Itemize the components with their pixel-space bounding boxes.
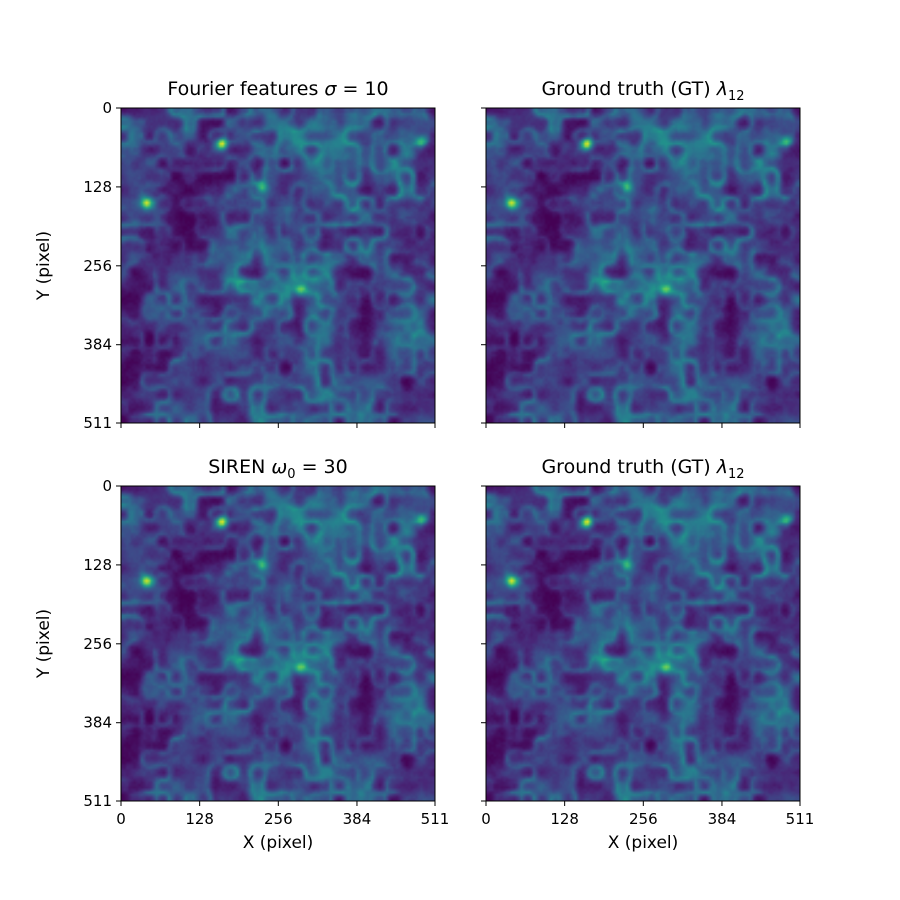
x-tick-label: 384: [343, 810, 372, 828]
panel-1: Fourier features σ = 10 0 128 256 384 511 Y (p…: [34, 78, 436, 432]
title-main: Fourier features: [167, 78, 324, 100]
heatmap-image: [486, 108, 800, 423]
title-main: SIREN: [208, 456, 271, 478]
title-subscript: 12: [728, 467, 745, 482]
panel-title: Ground truth (GT) λ12: [541, 456, 744, 482]
title-rest: = 30: [296, 456, 348, 478]
y-tick-label: 0: [102, 477, 112, 495]
x-tick-label: 0: [481, 810, 491, 828]
x-axis-label: X (pixel): [243, 833, 314, 853]
panel-title: Ground truth (GT) λ12: [541, 78, 744, 104]
x-axis-label: X (pixel): [608, 833, 679, 853]
title-symbol: λ: [716, 456, 728, 478]
panel-4: Ground truth (GT) λ12 0 128 256 384 511 X (pix…: [481, 456, 814, 853]
title-symbol: σ: [324, 78, 337, 100]
heatmap-image: [486, 486, 800, 801]
title-main: Ground truth (GT): [541, 456, 716, 478]
x-tick-label: 128: [550, 810, 579, 828]
x-tick-label: 256: [264, 810, 293, 828]
y-tick-label: 384: [83, 714, 112, 732]
y-tick-label: 128: [83, 556, 112, 574]
x-tick-label: 511: [786, 810, 815, 828]
title-subscript: 12: [728, 89, 745, 104]
title-subscript: 0: [287, 467, 295, 482]
y-tick-label: 384: [83, 336, 112, 354]
x-tick-label: 511: [421, 810, 450, 828]
y-tick-label: 511: [83, 792, 112, 810]
y-tick-label: 511: [83, 414, 112, 432]
x-tick-label: 384: [708, 810, 737, 828]
panel-2: Ground truth (GT) λ12: [481, 78, 801, 428]
x-tick-label: 256: [629, 810, 658, 828]
title-symbol: ω: [271, 456, 287, 478]
y-tick-label: 128: [83, 178, 112, 196]
title-symbol: λ: [716, 78, 728, 100]
title-rest: = 10: [336, 78, 388, 100]
panel-title: Fourier features σ = 10: [167, 78, 388, 100]
heatmap-image: [121, 486, 435, 801]
x-tick-label: 128: [185, 810, 214, 828]
y-axis-label: Y (pixel): [34, 609, 54, 679]
y-tick-label: 0: [102, 99, 112, 117]
heatmap-image: [121, 108, 435, 423]
y-tick-label: 256: [83, 635, 112, 653]
title-main: Ground truth (GT): [541, 78, 716, 100]
y-tick-label: 256: [83, 257, 112, 275]
panel-title: SIREN ω0 = 30: [208, 456, 348, 482]
x-tick-label: 0: [116, 810, 126, 828]
y-axis-label: Y (pixel): [34, 231, 54, 301]
